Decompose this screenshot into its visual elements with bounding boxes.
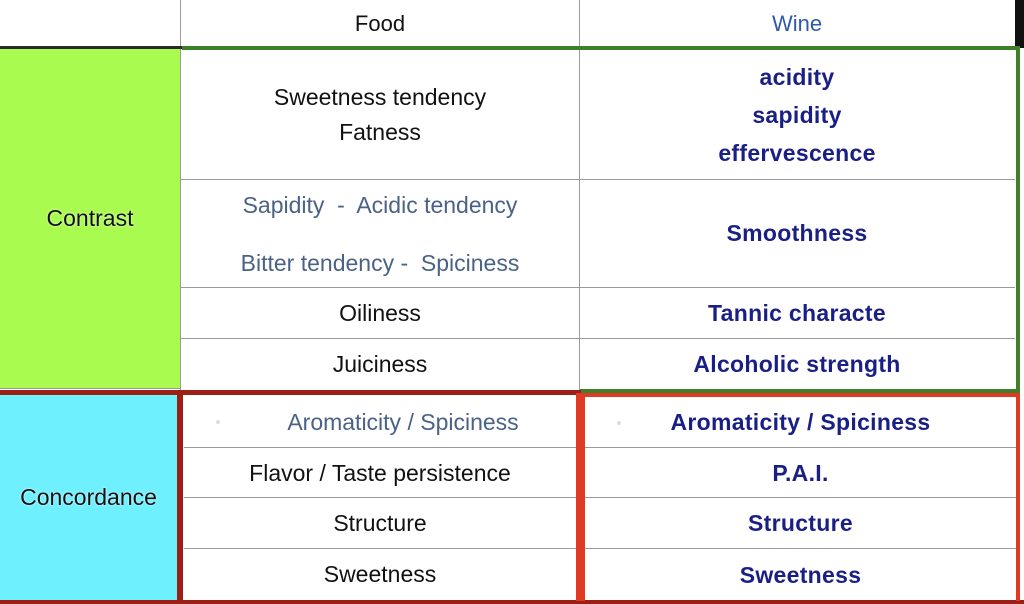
grid-line	[184, 497, 1016, 498]
concordance-row-1-food: Aromaticity / Spiciness	[287, 408, 519, 435]
concordance-border-bottom	[0, 600, 1024, 604]
contrast-row-4-food: Juiciness	[332, 351, 428, 377]
contrast-row-2-wine: Smoothness	[726, 220, 868, 246]
concordance-row-2-wine: P.A.I.	[772, 459, 829, 486]
header-food: Food	[354, 11, 406, 36]
contrast-label: Contrast	[46, 205, 134, 231]
concordance-group-cell: Concordance	[0, 394, 177, 601]
concordance-row-2-food: Flavor / Taste persistence	[249, 459, 511, 486]
grid-line	[181, 287, 1015, 288]
header-wine: Wine	[771, 11, 823, 36]
contrast-border-top	[182, 46, 1020, 50]
contrast-border-bottom	[580, 389, 1020, 393]
grid-line	[180, 0, 181, 48]
contrast-row-3-food: Oiliness	[339, 300, 421, 326]
header-divider	[0, 46, 182, 49]
contrast-row-4-wine: Alcoholic strength	[693, 351, 901, 377]
grid-line	[181, 338, 1015, 339]
concordance-row-3-wine: Structure	[748, 510, 853, 536]
grid-line	[579, 0, 580, 394]
concordance-row-4-food: Sweetness	[323, 561, 437, 587]
contrast-border-right	[1016, 46, 1020, 392]
contrast-row-1-wine: acidity sapidity effervescence	[718, 64, 876, 166]
grid-line	[184, 447, 1016, 448]
concordance-row-4-wine: Sweetness	[739, 561, 862, 588]
concordance-border-left	[177, 390, 183, 604]
concordance-row-3-food: Structure	[333, 510, 427, 536]
header-right-mark	[1015, 0, 1024, 48]
bullet-dot	[216, 420, 220, 424]
concordance-label: Concordance	[20, 484, 157, 510]
concordance-wine-border-left	[581, 393, 585, 601]
bullet-dot	[617, 421, 621, 425]
contrast-row-2-food: Sapidity - Acidic tendency Bitter tenden…	[240, 191, 520, 276]
grid-line	[180, 48, 181, 390]
grid-line	[184, 548, 1016, 549]
concordance-wine-border-top	[581, 393, 1020, 397]
concordance-wine-border-right	[1016, 393, 1020, 601]
header-left-cell	[0, 0, 180, 48]
contrast-row-3-wine: Tannic characte	[708, 300, 886, 326]
concordance-border-top	[0, 390, 581, 395]
concordance-row-1-wine: Aromaticity / Spiciness	[670, 408, 931, 435]
contrast-row-1-food: Sweetness tendency Fatness	[273, 84, 487, 145]
grid-line	[181, 179, 1015, 180]
concordance-food-border-right	[576, 393, 581, 601]
contrast-group-cell: Contrast	[0, 49, 180, 389]
